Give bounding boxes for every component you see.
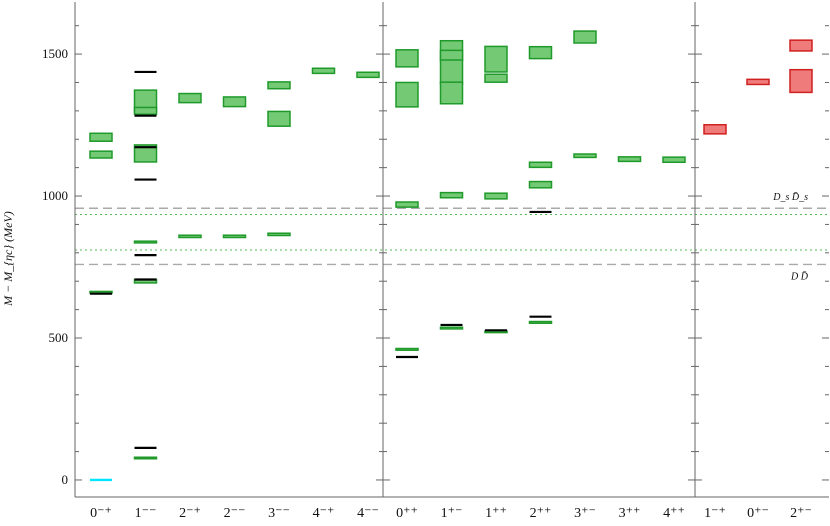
lattice-state-box	[133, 456, 158, 460]
threshold-label: D_s D̄_s	[772, 192, 808, 204]
category-label: 1⁺⁻	[441, 506, 463, 521]
lattice-state-box	[528, 45, 553, 60]
lattice-state-box	[395, 81, 419, 108]
panel-frames	[74, 2, 829, 498]
lattice-state-box	[395, 49, 419, 68]
category-label: 1⁺⁺	[485, 506, 507, 521]
lattice-state-box	[662, 156, 686, 163]
exotic-state-box	[703, 124, 727, 135]
lattice-state-box	[484, 45, 508, 73]
y-tick-label: 500	[49, 330, 69, 345]
lattice-state-box	[178, 92, 202, 104]
exotic-state-box	[789, 68, 813, 94]
category-label: 2⁺⁻	[790, 506, 812, 521]
lattice-state-box	[89, 150, 113, 159]
lattice-state-box	[133, 106, 158, 116]
category-label: 2⁻⁻	[224, 506, 246, 521]
lattice-state-box	[528, 320, 553, 324]
category-label: 4⁻⁺	[313, 506, 335, 521]
lattice-state-box	[573, 153, 597, 159]
category-label: 3⁺⁻	[574, 506, 596, 521]
category-label: 0⁻⁺	[90, 506, 112, 521]
lattice-state-box	[528, 161, 553, 169]
lattice-state-box	[439, 59, 464, 85]
lattice-state-box	[395, 347, 419, 351]
lattice-state-box	[133, 240, 158, 244]
lattice-state-box	[439, 191, 464, 199]
category-label: 3⁺⁺	[619, 506, 641, 521]
lattice-state-box	[311, 67, 336, 75]
spectrum-marks	[89, 30, 813, 482]
category-label: 2⁺⁺	[530, 506, 552, 521]
category-label: 1⁻⁺	[704, 506, 726, 521]
category-label: 4⁺⁺	[663, 506, 685, 521]
lattice-state-box	[222, 96, 247, 108]
lattice-state-box	[267, 232, 291, 237]
lattice-state-box	[267, 110, 291, 127]
lattice-state-box	[439, 81, 464, 105]
threshold-label: D D̄	[790, 271, 809, 283]
category-label: 1⁻⁻	[135, 506, 157, 521]
lattice-state-box	[484, 73, 508, 83]
lattice-state-box	[89, 132, 113, 142]
lattice-state-box	[356, 71, 380, 79]
category-label: 0⁺⁻	[747, 506, 769, 521]
y-tick-label: 1000	[42, 188, 68, 203]
lattice-state-box	[439, 49, 464, 62]
y-axis-title: M − M_{ηc} (MeV)	[1, 211, 15, 307]
threshold-lines: D_s D̄_s D D̄	[75, 192, 829, 283]
y-tick-label: 0	[62, 472, 69, 487]
lattice-state-box	[528, 180, 553, 189]
lattice-state-box	[617, 156, 642, 163]
lattice-state-box	[573, 30, 597, 44]
lattice-state-box	[222, 234, 247, 239]
lattice-state-box	[484, 192, 508, 200]
lattice-state-box	[439, 326, 464, 330]
exotic-state-box	[789, 39, 813, 52]
category-label: 0⁺⁺	[396, 506, 418, 521]
category-label: 3⁻⁻	[268, 506, 290, 521]
category-label: 2⁻⁺	[179, 506, 201, 521]
y-tick-label: 1500	[42, 46, 68, 61]
lattice-state-box	[267, 81, 291, 90]
exotic-state-box	[746, 78, 770, 86]
category-label: 4⁻⁻	[357, 506, 379, 521]
axis-labels: 0⁻⁺ 1⁻⁻ 2⁻⁺ 2⁻⁻ 3⁻⁻ 4⁻⁺ 4⁻⁻ 0⁺⁺ 1⁺⁻ 1⁺⁺ 2⁺⁺ 3⁺⁻ 3⁺⁺ 4…	[1, 46, 812, 521]
lattice-state-box	[178, 234, 202, 239]
lattice-state-box	[133, 144, 158, 163]
lattice-state-box	[395, 201, 419, 208]
